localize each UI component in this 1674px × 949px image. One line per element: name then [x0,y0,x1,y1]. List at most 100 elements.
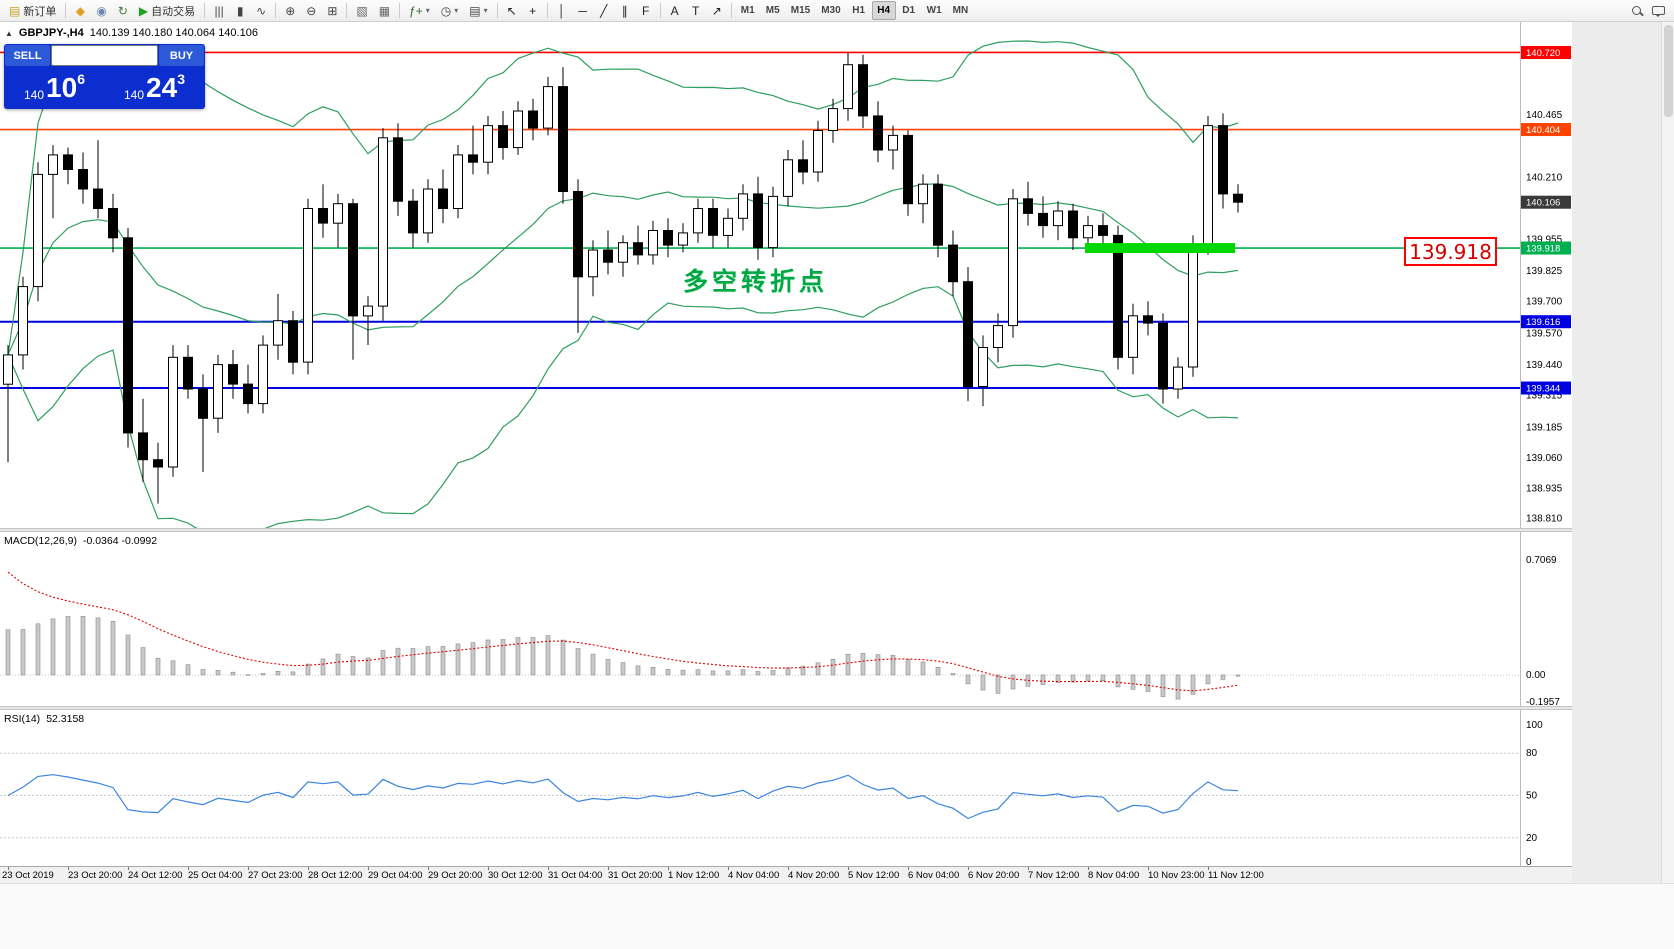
timeframe-d1[interactable]: D1 [902,5,916,16]
toolbar-separator [204,3,206,18]
timeframe-m30[interactable]: M30 [821,5,841,16]
strategy-tester-icon: ▧ [356,3,368,18]
channel-icon[interactable]: ∥ [615,1,635,20]
price-callout-label[interactable]: 139.918 [1404,237,1497,266]
horizontal-line-icon: ─ [578,3,587,18]
vertical-scrollbar[interactable] [1661,22,1674,949]
text-icon[interactable]: A [665,1,685,20]
sell-button[interactable]: SELL [5,45,50,66]
ohlc-values: 140.139 140.180 140.064 140.106 [89,27,258,39]
rsi-canvas[interactable]: 100 80 50 20 0 [0,710,1572,866]
indicators-dropdown[interactable]: ƒ+ ▾ [404,1,435,20]
time-label: 6 Nov 20:00 [968,870,1020,881]
arrows-icon[interactable]: ↗ [707,1,727,20]
candlestick-chart-icon[interactable]: ▮ [230,1,250,20]
toolbar-separator [730,3,732,18]
ask-prefix: 140 [124,88,145,102]
timeframe-h4[interactable]: H4 [871,1,896,20]
time-label: 11 Nov 12:00 [1208,870,1264,881]
crosshair-icon[interactable]: + [523,1,543,20]
time-label: 6 Nov 04:00 [908,870,960,881]
timeframe-m15[interactable]: M15 [790,5,811,16]
toolbar-separator [659,3,661,18]
candlestick-chart-icon: ▮ [236,3,244,18]
tile-windows-icon[interactable]: ⊞ [322,1,342,20]
volume-input[interactable] [52,48,157,63]
line-chart-icon[interactable]: ∿ [251,1,271,20]
svg-text:80: 80 [1526,748,1538,759]
svg-text:-0.1957: -0.1957 [1526,697,1560,706]
toolbar-separator [275,3,277,18]
data-window-icon: ▦ [378,3,391,18]
bid-big-digits: 10 [46,71,78,103]
new-order-button[interactable]: ▤ 新订单 [4,1,61,20]
zoom-out-icon: ⊖ [306,3,317,18]
macd-canvas[interactable]: 0.7069 0.00 -0.1957 [0,532,1572,706]
toolbar-separator [546,3,548,18]
time-label: 4 Nov 20:00 [788,870,840,881]
templates-dropdown: ▤ [469,3,481,18]
strategy-tester-icon[interactable]: ▧ [351,1,372,20]
rsi-panel[interactable]: 100 80 50 20 0 RSI(14) 52.3158 [0,710,1572,866]
buy-price-display[interactable]: 140 24 3 [105,67,204,108]
chat-icon[interactable] [1647,1,1670,20]
toolbar-separator [399,3,401,18]
periods-dropdown[interactable]: ◷ ▾ [436,1,464,20]
time-label: 24 Oct 12:00 [128,870,183,881]
cursor-icon[interactable]: ↖ [502,1,522,20]
autotrading-button[interactable]: ▶ 自动交易 [134,1,200,20]
time-label: 28 Oct 12:00 [308,870,363,881]
panel-splitter-2[interactable] [0,706,1572,710]
svg-text:139.700: 139.700 [1526,297,1563,308]
timeframe-m5[interactable]: M5 [765,5,780,16]
time-axis[interactable]: 23 Oct 2019 23 Oct 20:00 24 Oct 12:00 25 Oc… [0,866,1572,883]
fibonacci-icon[interactable]: F [636,1,656,20]
price-chart-panel[interactable]: 140.465 140.210 139.955 139.825 139.700 139.5… [0,22,1572,528]
svg-text:139.918: 139.918 [1526,244,1560,255]
label-icon[interactable]: T [686,1,706,20]
deposit-icon[interactable]: ◆ [70,1,90,20]
timeframe-mn[interactable]: MN [952,5,969,16]
timeframe-w1[interactable]: W1 [926,5,942,16]
time-tick [908,867,909,870]
chart-expand-icon[interactable]: ▲ [5,28,13,38]
indicators-dropdown: ƒ+ [409,3,423,18]
chart-text-annotation[interactable]: 多空转折点 [683,268,829,296]
time-tick [248,867,249,870]
refresh-icon[interactable]: ↻ [113,1,133,20]
horizontal-line-icon[interactable]: ─ [573,1,593,20]
panel-splitter[interactable] [0,528,1572,532]
time-tick [1148,867,1149,870]
trendline-icon[interactable]: ╱ [594,1,614,20]
svg-text:139.955: 139.955 [1526,235,1563,246]
data-window-icon[interactable]: ▦ [374,1,395,20]
time-label: 23 Oct 20:00 [68,870,123,881]
price-chart-canvas[interactable]: 140.465 140.210 139.955 139.825 139.700 139.5… [0,22,1572,528]
templates-dropdown[interactable]: ▤ ▾ [464,1,492,20]
bar-chart-icon: ||| [214,3,224,18]
chart-title: ▲ GBPJPY-,H4 140.139 140.180 140.064 140… [5,27,258,39]
status-area [0,883,1674,949]
time-label: 25 Oct 04:00 [188,870,243,881]
crosshair-icon: + [529,3,537,18]
bar-chart-icon[interactable]: ||| [209,1,229,20]
timeframe-h1[interactable]: H1 [852,5,866,16]
time-label: 29 Oct 04:00 [368,870,423,881]
macd-panel[interactable]: 0.7069 0.00 -0.1957 MACD(12,26,9) -0.0364 … [0,532,1572,706]
svg-text:140.465: 140.465 [1526,110,1563,121]
rsi-value: 52.3158 [46,713,85,725]
buy-button[interactable]: BUY [159,45,204,66]
timeframe-m1[interactable]: M1 [740,5,755,16]
search-icon[interactable] [1626,1,1646,20]
sell-price-display[interactable]: 140 10 6 [5,67,104,108]
time-tick [368,867,369,870]
accounts-icon[interactable]: ◉ [91,1,111,20]
zoom-in-icon[interactable]: ⊕ [280,1,300,20]
time-tick [728,867,729,870]
new-order-button-label: 新订单 [23,5,57,18]
svg-text:0: 0 [1526,857,1532,866]
vertical-line-icon[interactable]: │ [552,1,572,20]
svg-text:139.440: 139.440 [1526,360,1563,371]
scrollbar-thumb[interactable] [1664,25,1673,117]
zoom-out-icon[interactable]: ⊖ [301,1,321,20]
